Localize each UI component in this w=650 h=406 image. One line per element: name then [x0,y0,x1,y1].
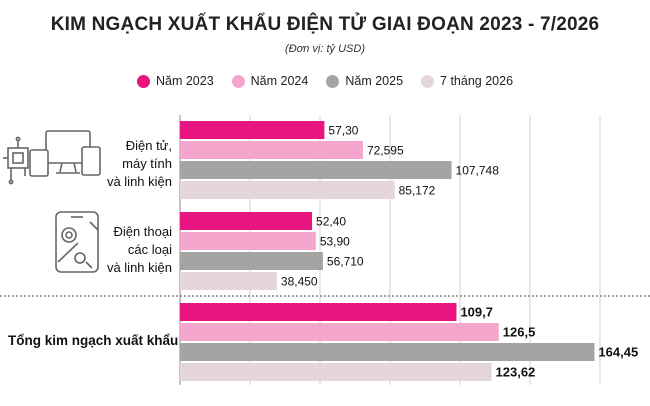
value-label: 164,45 [598,345,638,360]
legend-label: Năm 2023 [155,74,214,88]
value-label: 38,450 [281,275,318,289]
category-labels: Điện tử, máy tính và linh kiện Điện thoại cá… [8,138,178,348]
legend-item-2025: Năm 2025 [326,74,403,88]
legend-item-2024: Năm 2024 [231,74,309,88]
category-label-0: Điện tử, máy tính và linh kiện [107,138,172,189]
bar-1-1 [180,232,316,250]
legend-swatch [231,74,245,88]
value-label: 123,62 [496,365,536,380]
chart-title: KIM NGẠCH XUẤT KHẨU ĐIỆN TỬ GIAI ĐOẠN 20… [50,14,600,35]
bar-0-2 [180,161,452,179]
category-label-line: Điện thoại [113,224,172,239]
value-label: 109,7 [460,305,493,320]
bar-0-3 [180,181,395,199]
category-label-2: Tổng kim ngạch xuất khẩu [8,333,178,348]
category-label-line: các loại [128,242,172,257]
value-label: 85,172 [399,184,436,198]
bar-1-2 [180,252,323,270]
value-label: 53,90 [320,235,350,249]
category-label-1: Điện thoại các loại và linh kiện [107,224,172,275]
legend-label: Năm 2024 [250,74,309,88]
bar-1-3 [180,272,277,290]
value-label: 72,595 [367,144,404,158]
legend-item-2023: Năm 2023 [136,74,214,88]
bar-2-2 [180,343,595,361]
bars [180,121,595,381]
category-label-line: và linh kiện [107,174,172,189]
category-label-line: Điện tử, [126,138,172,153]
category-label-line: Tổng kim ngạch xuất khẩu [8,333,178,348]
bar-0-0 [180,121,325,139]
value-label: 56,710 [327,255,364,269]
bar-0-1 [180,141,363,159]
category-label-line: và linh kiện [107,260,172,275]
bar-2-0 [180,303,457,321]
phone-repair-icon [55,211,99,273]
legend-label: 7 tháng 2026 [440,74,514,88]
legend-label: Năm 2025 [345,74,404,88]
value-labels: 57,30 72,595 107,748 85,172 52,40 53,90 56,710… [281,124,638,380]
value-label: 126,5 [503,325,536,340]
chart-subtitle: (Đơn vị: tỷ USD) [285,43,365,55]
legend-swatch [136,74,150,88]
bar-2-3 [180,363,492,381]
bar-2-1 [180,323,499,341]
bar-1-0 [180,212,313,230]
legend-item-7-thang-2026: 7 tháng 2026 [421,74,513,88]
legend-swatch [326,74,340,88]
category-label-line: máy tính [122,156,172,171]
legend: Năm 2023 Năm 2024 Năm 2025 7 tháng 2026 [0,74,650,88]
electronics-devices-icon [3,130,101,185]
legend-swatch [421,74,435,88]
value-label: 57,30 [328,124,358,138]
value-label: 107,748 [456,164,500,178]
value-label: 52,40 [316,215,346,229]
